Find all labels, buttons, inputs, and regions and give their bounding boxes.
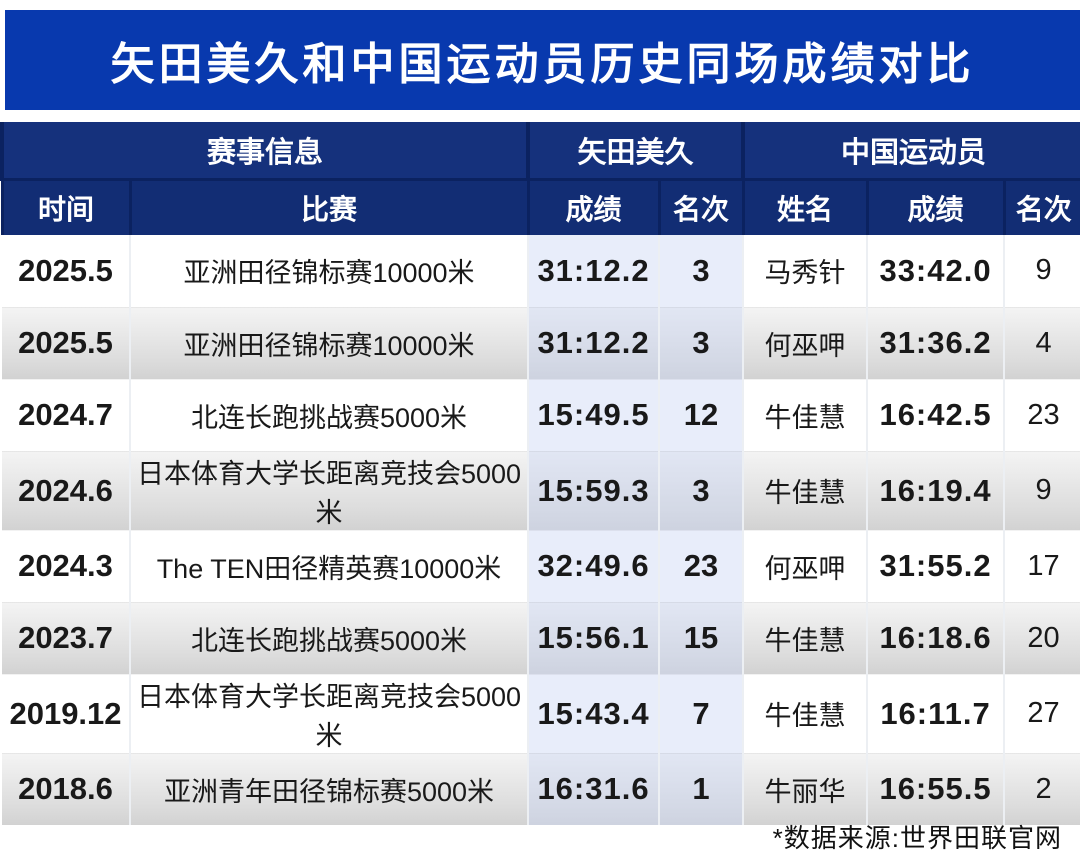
cell-yada-result: 15:49.5: [527, 378, 660, 451]
group-header-race-info: 赛事信息: [0, 122, 529, 181]
cell-cn-rank: 9: [1003, 235, 1080, 307]
cell-cn-result: 31:36.2: [866, 306, 1005, 379]
column-header-name: 姓名: [741, 179, 868, 235]
cell-cn-rank: 20: [1003, 601, 1080, 674]
column-header-row: 时间 比赛 成绩 名次 姓名 成绩 名次: [0, 179, 1080, 235]
cell-race-name: The TEN田径精英赛10000米: [128, 529, 529, 602]
cell-race-date: 2024.3: [2, 529, 130, 602]
table-row: 2019.12 日本体育大学长距离竞技会5000米 15:43.4 7 牛佳慧 16:11…: [2, 673, 1080, 753]
cell-yada-rank: 3: [658, 450, 744, 530]
cell-cn-athlete-name: 牛佳慧: [742, 673, 868, 753]
cell-yada-rank: 7: [658, 673, 744, 753]
cell-cn-result: 16:19.4: [866, 450, 1005, 530]
cell-cn-rank: 2: [1003, 752, 1080, 825]
cell-cn-result: 31:55.2: [866, 529, 1005, 602]
group-header-chinese-athletes: 中国运动员: [741, 122, 1080, 181]
column-header-cn-rank: 名次: [1002, 179, 1080, 235]
results-table: 赛事信息 矢田美久 中国运动员 时间 比赛 成绩 名次 姓名 成绩 名次 2025.5 亚洲田径锦…: [0, 122, 1080, 825]
cell-race-name: 北连长跑挑战赛5000米: [128, 601, 529, 674]
cell-cn-result: 16:18.6: [866, 601, 1005, 674]
column-header-cn-result: 成绩: [865, 179, 1005, 235]
table-row: 2024.6 日本体育大学长距离竞技会5000米 15:59.3 3 牛佳慧 16:19.…: [2, 450, 1080, 530]
cell-race-date: 2019.12: [2, 673, 130, 753]
cell-cn-athlete-name: 何巫呷: [742, 306, 868, 379]
cell-race-date: 2025.5: [18, 252, 113, 288]
cell-cn-athlete-name: 马秀针: [742, 235, 868, 307]
table-row: 2018.6 亚洲青年田径锦标赛5000米 16:31.6 1 牛丽华 16:55.5 2: [2, 752, 1080, 825]
cell-yada-rank: 3: [658, 306, 744, 379]
group-header-yada-miku: 矢田美久: [526, 122, 744, 181]
cell-yada-result: 15:56.1: [527, 601, 660, 674]
cell-yada-result: 31:12.2: [527, 235, 660, 307]
cell-yada-result: 31:12.2: [527, 306, 660, 379]
cell-cn-athlete-name: 牛佳慧: [742, 601, 868, 674]
cell-cn-result: 16:55.5: [866, 752, 1005, 825]
cell-race-date: 2018.6: [2, 752, 130, 825]
cell-cn-athlete-name: 牛佳慧: [742, 378, 868, 451]
cell-cn-rank: 4: [1003, 306, 1080, 379]
table-row: 2024.3 The TEN田径精英赛10000米 32:49.6 23 何巫呷 31:5…: [2, 529, 1080, 602]
cell-cn-rank: 17: [1003, 529, 1080, 602]
table-row: 2023.7 北连长跑挑战赛5000米 15:56.1 15 牛佳慧 16:18.6 20: [2, 601, 1080, 674]
cell-yada-rank: 12: [658, 378, 744, 451]
cell-yada-result: 15:59.3: [527, 450, 660, 530]
cell-race-date: 2025.5: [2, 306, 130, 379]
group-header-row: 赛事信息 矢田美久 中国运动员: [0, 122, 1080, 181]
page-title: 矢田美久和中国运动员历史同场成绩对比: [110, 40, 975, 89]
cell-race-name: 日本体育大学长距离竞技会5000米: [128, 450, 529, 530]
cell-cn-athlete-name: 何巫呷: [742, 529, 868, 602]
column-header-yada-result: 成绩: [526, 179, 660, 235]
cell-race-name: 亚洲田径锦标赛10000米: [128, 306, 529, 379]
cell-race-name: 亚洲青年田径锦标赛5000米: [128, 752, 529, 825]
cell-race-name: 亚洲田径锦标赛10000米: [128, 235, 529, 307]
cell-cn-rank: 23: [1003, 378, 1080, 451]
table-row: 2025.5 亚洲田径锦标赛10000米 31:12.2 3 何巫呷 31:36.2 4: [2, 306, 1080, 379]
cell-race-name: 北连长跑挑战赛5000米: [128, 378, 529, 451]
cell-race-date: 2024.6: [2, 450, 130, 530]
cell-yada-rank: 23: [658, 529, 744, 602]
cell-yada-rank: 1: [658, 752, 744, 825]
cell-yada-rank: 3: [658, 235, 744, 307]
cell-cn-athlete-name: 牛佳慧: [742, 450, 868, 530]
cell-cn-athlete-name: 牛丽华: [742, 752, 868, 825]
cell-cn-rank: 9: [1003, 450, 1080, 530]
cell-cn-result: 16:11.7: [866, 673, 1005, 753]
data-source-note: *数据来源:世界田联官网: [772, 823, 1062, 853]
cell-yada-rank: 15: [658, 601, 744, 674]
cell-yada-result: 15:43.4: [527, 673, 660, 753]
cell-race-date: 2023.7: [2, 601, 130, 674]
cell-yada-result: 32:49.6: [527, 529, 660, 602]
table-row: 2025.5 亚洲田径锦标赛10000米 31:12.2 3 马秀针 33:42.0 9: [2, 235, 1080, 307]
results-table-container: 赛事信息 矢田美久 中国运动员 时间 比赛 成绩 名次 姓名 成绩 名次 2025.5 亚洲田径锦…: [0, 122, 1080, 825]
cell-cn-rank: 27: [1003, 673, 1080, 753]
table-row: 2024.7 北连长跑挑战赛5000米 15:49.5 12 牛佳慧 16:42.5 23: [2, 378, 1080, 451]
column-header-race: 比赛: [128, 179, 529, 235]
results-table-head: 赛事信息 矢田美久 中国运动员 时间 比赛 成绩 名次 姓名 成绩 名次: [0, 122, 1080, 235]
cell-yada-result: 16:31.6: [527, 752, 660, 825]
column-header-yada-rank: 名次: [657, 179, 744, 235]
column-header-date: 时间: [0, 179, 130, 235]
cell-cn-result: 33:42.0: [866, 235, 1005, 307]
cell-race-name: 日本体育大学长距离竞技会5000米: [128, 673, 529, 753]
cell-cn-result: 16:42.5: [866, 378, 1005, 451]
results-table-body: 2025.5 亚洲田径锦标赛10000米 31:12.2 3 马秀针 33:42.0 9 20…: [2, 235, 1080, 825]
cell-race-date: 2024.7: [2, 378, 130, 451]
title-banner: 矢田美久和中国运动员历史同场成绩对比: [5, 10, 1080, 110]
